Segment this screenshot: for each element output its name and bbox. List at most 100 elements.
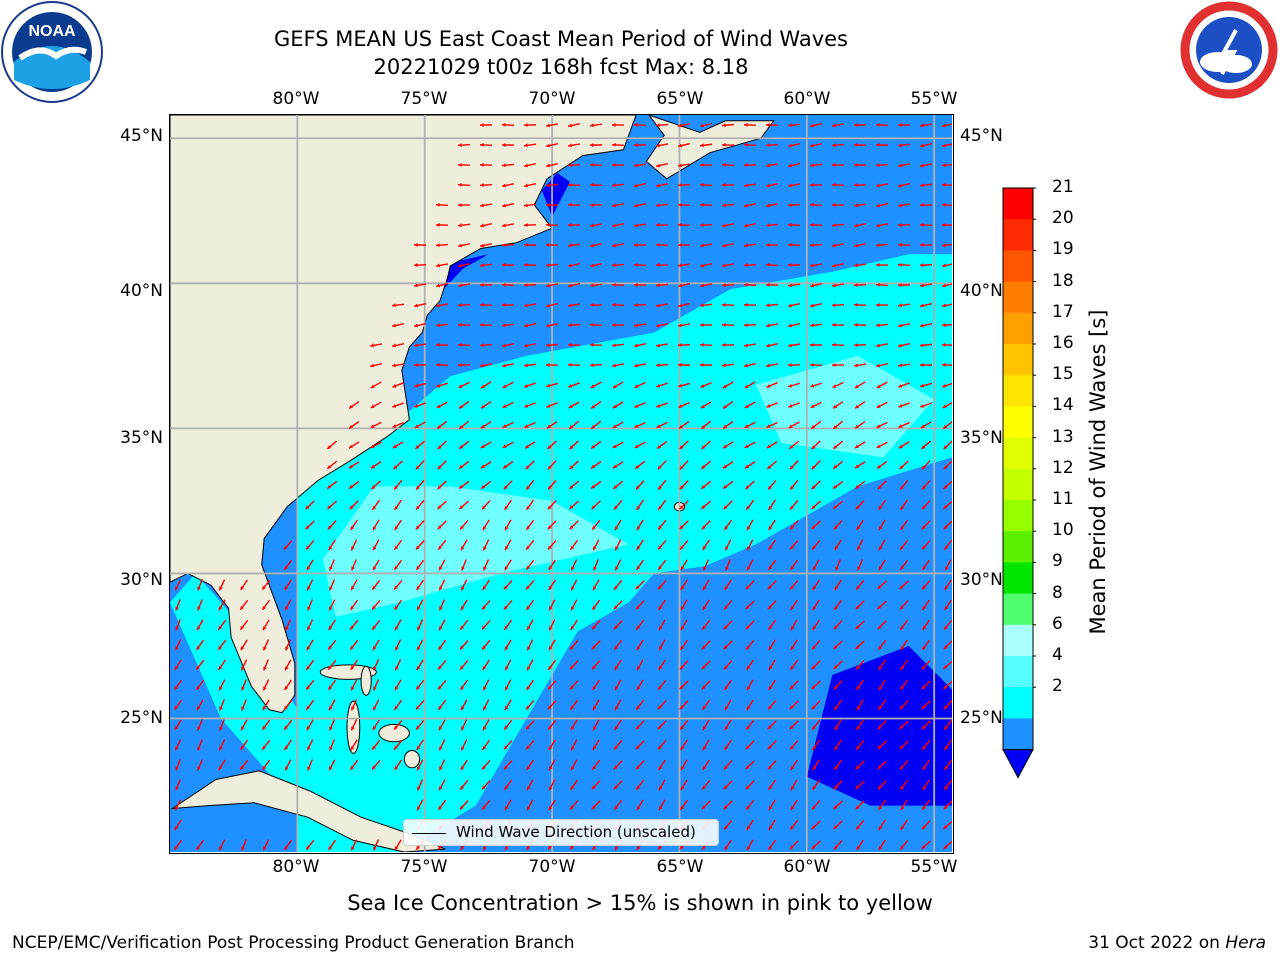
wave-direction-arrow [174,659,182,671]
wave-direction-arrow [592,679,600,691]
wave-direction-arrow [921,820,931,830]
wave-direction-arrow [921,440,931,450]
wave-direction-arrow [438,719,446,731]
wave-direction-arrow [458,440,470,450]
wave-direction-arrow [633,243,647,247]
wave-direction-arrow [592,539,600,551]
colorbar-tick-label: 19 [1052,239,1074,260]
colorbar-tick-label: 14 [1052,395,1074,416]
wave-direction-arrow [678,382,690,388]
wave-direction-arrow [218,759,226,771]
wave-direction-arrow [416,759,424,771]
wave-direction-arrow [812,579,820,591]
wave-direction-arrow [547,500,557,510]
wave-direction-arrow [856,719,864,731]
wave-direction-arrow [657,720,667,730]
wave-direction-arrow [897,163,911,168]
wave-direction-arrow [523,283,537,288]
wave-direction-arrow [480,401,492,409]
wave-direction-arrow [922,779,930,791]
lon-tick-top: 75°W [400,89,448,109]
wave-direction-arrow [548,799,556,811]
wave-direction-arrow [479,302,493,307]
wave-direction-arrow [305,699,315,711]
wave-direction-arrow [899,839,909,851]
wave-direction-arrow [655,283,669,288]
wave-direction-arrow [878,519,886,531]
wave-direction-arrow [546,402,558,408]
wave-direction-arrow [436,382,448,388]
wave-direction-arrow [921,660,931,670]
wave-direction-arrow [856,539,864,551]
wave-direction-arrow [568,420,580,430]
wave-direction-arrow [656,402,668,408]
wave-direction-arrow [635,619,645,631]
wave-direction-arrow [438,759,446,771]
wave-direction-arrow [548,599,556,611]
wave-direction-arrow [480,421,492,429]
wave-direction-arrow [655,322,669,328]
wave-direction-arrow [416,799,424,811]
wave-direction-arrow [746,679,754,691]
wave-direction-arrow [765,163,779,168]
wave-direction-arrow [328,719,336,731]
wave-direction-arrow [547,520,557,530]
wave-direction-arrow [502,421,514,429]
wave-direction-arrow [897,323,911,328]
wave-direction-arrow [523,303,537,308]
wave-direction-arrow [415,479,425,491]
wave-direction-arrow [501,343,515,348]
wave-direction-arrow [833,620,843,630]
wave-direction-arrow [721,162,735,167]
wave-direction-arrow [306,559,314,571]
wave-direction-arrow [457,243,471,248]
wave-direction-arrow [679,440,689,450]
wave-direction-arrow [877,620,887,630]
wave-direction-arrow [678,401,690,409]
wave-direction-arrow [414,440,426,450]
wave-direction-arrow [723,659,733,671]
wave-direction-arrow [413,323,427,328]
wave-direction-arrow [921,680,931,690]
wave-direction-arrow [853,283,867,287]
wave-direction-arrow [919,283,933,288]
wave-direction-arrow [591,780,601,790]
colorbar-segment [1003,344,1033,376]
wave-direction-arrow [525,479,535,491]
wave-direction-arrow [569,799,579,811]
wave-direction-arrow [525,599,535,611]
wave-direction-arrow [700,500,712,510]
wave-direction-arrow [568,480,580,490]
wave-direction-arrow [501,362,515,368]
wave-direction-arrow [876,381,888,389]
wave-direction-arrow [724,579,732,591]
wave-direction-arrow [523,363,537,368]
sea-ice-note: Sea Ice Concentration > 15% is shown in … [347,891,933,915]
wave-direction-arrow [283,699,293,711]
wave-direction-arrow [724,679,732,691]
wave-direction-arrow [635,699,645,711]
noaa-logo: NOAA [1,1,103,103]
wave-direction-arrow [523,123,537,127]
wave-direction-arrow [941,283,953,288]
wave-direction-arrow [743,163,757,167]
wave-direction-arrow [570,579,578,591]
colorbar-segment [1003,281,1033,314]
wave-direction-arrow [677,142,691,148]
wave-direction-arrow [503,580,513,590]
wave-direction-arrow [743,343,757,348]
wave-direction-arrow [811,539,821,551]
wave-direction-arrow [721,322,735,327]
wave-direction-arrow [545,283,559,288]
wave-direction-arrow [350,839,358,851]
wave-direction-arrow [633,303,647,308]
wave-direction-arrow [921,739,931,751]
wave-direction-arrow [457,203,471,207]
wave-direction-arrow [261,739,271,751]
wave-direction-arrow [723,599,733,611]
wave-direction-arrow [789,540,799,550]
wave-direction-arrow [526,799,534,811]
wave-direction-arrow [502,381,514,389]
wave-direction-arrow [350,539,358,551]
wave-direction-arrow [765,123,779,127]
